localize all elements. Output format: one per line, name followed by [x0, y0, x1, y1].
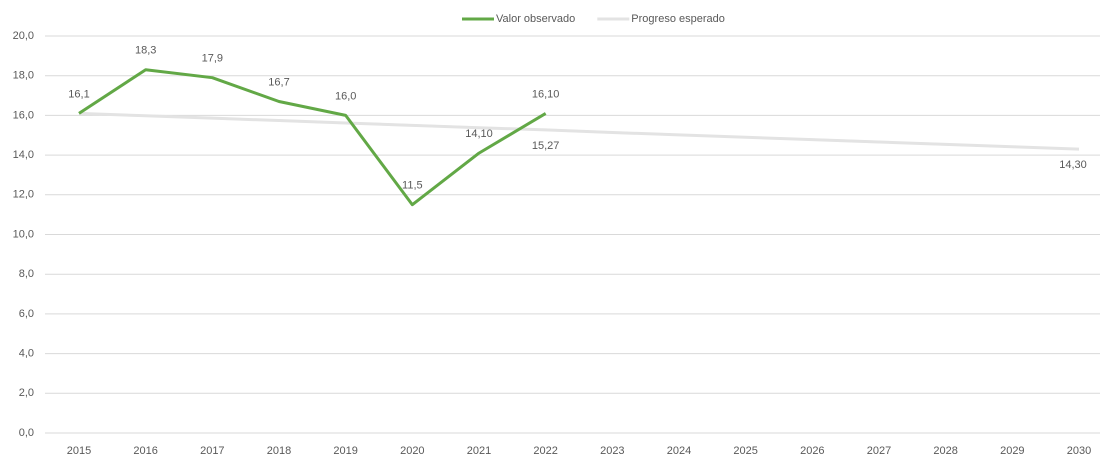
- y-tick-label: 4,0: [19, 348, 34, 360]
- data-label: 18,3: [135, 45, 156, 57]
- data-label: 14,30: [1059, 159, 1087, 171]
- x-tick-label: 2027: [867, 445, 891, 456]
- y-tick-label: 6,0: [19, 308, 34, 320]
- x-tick-label: 2017: [200, 445, 224, 456]
- data-label: 17,9: [202, 53, 223, 65]
- data-label: 16,10: [532, 88, 560, 100]
- y-tick-label: 20,0: [13, 30, 34, 42]
- y-tick-label: 18,0: [13, 70, 34, 82]
- x-tick-label: 2023: [600, 445, 624, 456]
- x-tick-label: 2022: [533, 445, 557, 456]
- legend-label: Valor observado: [496, 13, 575, 25]
- x-tick-label: 2020: [400, 445, 424, 456]
- y-tick-label: 10,0: [13, 228, 34, 240]
- x-tick-label: 2019: [333, 445, 357, 456]
- x-tick-label: 2030: [1067, 445, 1091, 456]
- y-tick-label: 8,0: [19, 268, 34, 280]
- y-tick-label: 16,0: [13, 109, 34, 121]
- y-tick-label: 14,0: [13, 149, 34, 161]
- data-label: 16,0: [335, 90, 356, 102]
- x-tick-label: 2029: [1000, 445, 1024, 456]
- data-label: 11,5: [402, 180, 423, 192]
- series-line: [78, 68, 547, 207]
- data-label: 16,1: [68, 88, 89, 100]
- data-label: 14,10: [465, 128, 493, 140]
- x-tick-label: 2028: [933, 445, 957, 456]
- x-tick-label: 2018: [267, 445, 291, 456]
- data-label: 15,27: [532, 140, 560, 152]
- x-tick-label: 2016: [133, 445, 157, 456]
- series-line: [78, 111, 1080, 151]
- x-tick-label: 2026: [800, 445, 824, 456]
- data-label: 16,7: [268, 76, 289, 88]
- x-tick-label: 2015: [67, 445, 91, 456]
- legend-label: Progreso esperado: [631, 13, 725, 25]
- x-tick-label: 2024: [667, 445, 691, 456]
- x-tick-label: 2025: [733, 445, 757, 456]
- y-tick-label: 0,0: [19, 427, 34, 439]
- y-tick-label: 12,0: [13, 189, 34, 201]
- y-tick-label: 2,0: [19, 387, 34, 399]
- x-tick-label: 2021: [467, 445, 491, 456]
